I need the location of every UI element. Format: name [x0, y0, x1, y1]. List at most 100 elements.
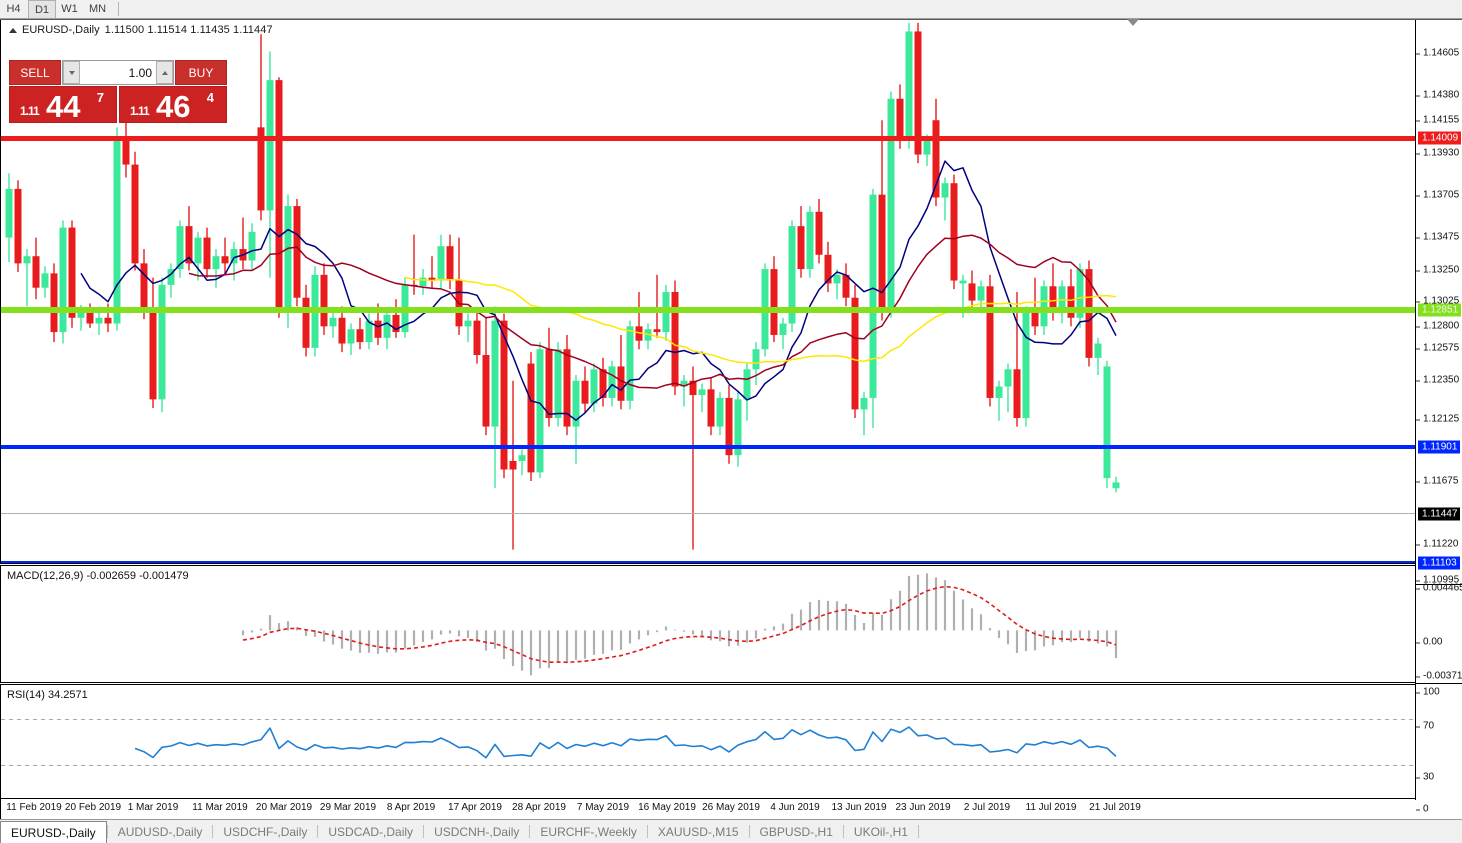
buy-price-button[interactable]: 1.11 46 4	[119, 86, 227, 123]
tab-divider	[423, 825, 425, 838]
date-axis-tick: 16 May 2019	[638, 802, 696, 813]
price-axis-badge-blue[interactable]: 1.11103	[1418, 556, 1460, 570]
buy-price-fraction: 4	[206, 90, 214, 105]
symbol-tab-usdcad--daily[interactable]: USDCAD-,Daily	[328, 824, 414, 839]
date-axis[interactable]: 11 Feb 2019 20 Feb 2019 1 Mar 2019 11 Mar 2…	[0, 799, 1415, 819]
date-axis-tick: 11 Mar 2019	[192, 802, 248, 813]
date-axis-tick: 1 Mar 2019	[127, 802, 179, 813]
volume-input[interactable]: 1.00	[80, 61, 156, 84]
date-axis-tick: 28 Apr 2019	[512, 802, 566, 813]
price-axis-tick: 1.11220	[1416, 539, 1458, 550]
buy-price-main: 46	[156, 89, 191, 123]
price-axis[interactable]: 1.14605 1.14380 1.14155 1.13930 1.13705 1.134…	[1415, 20, 1462, 815]
level-line-pivot-green[interactable]	[1, 307, 1415, 313]
volume-increment-button[interactable]	[156, 61, 173, 84]
date-axis-tick: 11 Feb 2019	[6, 802, 62, 813]
date-axis-tick: 4 Jun 2019	[770, 802, 820, 813]
timeframe-h4[interactable]: H4	[0, 0, 28, 18]
sell-price-button[interactable]: 1.11 44 7	[9, 86, 117, 123]
indicator-axis-tick: 30	[1416, 772, 1434, 783]
one-click-trading-panel[interactable]: SELL 1.00 BUY 1.11 44	[9, 60, 227, 123]
tab-divider	[317, 825, 319, 838]
chart-frame: EURUSD-,Daily 1.11500 1.11514 1.11435 1.…	[0, 19, 1462, 819]
timeframe-d1[interactable]: D1	[28, 0, 56, 18]
indicator-axis-tick: 70	[1416, 721, 1434, 732]
date-axis-tick: 11 Jul 2019	[1025, 802, 1077, 813]
price-axis-tick: 1.13930	[1416, 148, 1459, 159]
tab-divider	[748, 825, 750, 838]
indicator-axis-tick: 0.004465	[1416, 583, 1462, 594]
price-axis-tick: 1.12800	[1416, 321, 1459, 332]
sell-price-main: 44	[46, 89, 81, 123]
symbol-tab-audusd--daily[interactable]: AUDUSD-,Daily	[117, 824, 203, 839]
price-axis-tick: 1.13475	[1416, 232, 1459, 243]
date-axis-tick: 8 Apr 2019	[386, 802, 436, 813]
price-axis-badge-black[interactable]: 1.11447	[1418, 507, 1461, 521]
timeframe-toolbar: H4 D1 W1 MN	[0, 0, 1462, 19]
chevron-down-icon	[68, 70, 75, 75]
price-chart-pane[interactable]: EURUSD-,Daily 1.11500 1.11514 1.11435 1.…	[0, 20, 1415, 564]
axis-divider	[1416, 683, 1462, 684]
sell-price-prefix: 1.11	[20, 104, 40, 118]
price-axis-badge-green[interactable]: 1.12851	[1418, 303, 1462, 317]
rsi-series	[1, 719, 1415, 766]
price-axis-badge-red[interactable]: 1.14009	[1418, 131, 1462, 145]
price-axis-tick: 1.12350	[1416, 375, 1459, 386]
symbol-tab-bar: EURUSD-,Daily AUDUSD-,Daily USDCHF-,Daily U…	[0, 819, 1462, 843]
symbol-tab-usdchf--daily[interactable]: USDCHF-,Daily	[223, 824, 308, 839]
sell-price-fraction: 7	[96, 90, 104, 105]
price-axis-tick: 1.13025	[1416, 296, 1459, 307]
symbol-tab-ukoil--h1[interactable]: UKOil-,H1	[853, 824, 908, 839]
price-axis-badge-blue[interactable]: 1.11901	[1418, 440, 1461, 454]
tab-divider	[212, 825, 214, 838]
chart-scroll-marker-icon[interactable]	[1127, 19, 1139, 26]
macd-indicator-pane[interactable]: MACD(12,26,9) -0.002659 -0.001479	[0, 565, 1415, 683]
ohlc-values: 1.11500 1.11514 1.11435 1.11447	[104, 24, 273, 36]
axis-divider	[1416, 584, 1462, 585]
rsi-indicator-pane[interactable]: RSI(14) 34.2571	[0, 684, 1415, 799]
symbol-tab-usdcnh--daily[interactable]: USDCNH-,Daily	[434, 824, 520, 839]
macd-label: MACD(12,26,9) -0.002659 -0.001479	[7, 570, 189, 582]
indicator-axis-tick: 0	[1416, 804, 1429, 815]
date-axis-tick: 23 Jun 2019	[895, 802, 951, 813]
price-axis-tick: 1.13705	[1416, 190, 1459, 201]
collapse-triangle-icon[interactable]	[9, 27, 17, 33]
symbol-tab-eurchf--weekly[interactable]: EURCHF-,Weekly	[540, 824, 637, 839]
tab-divider	[106, 825, 108, 838]
price-axis-tick: 1.14380	[1416, 90, 1459, 101]
timeframe-mn[interactable]: MN	[84, 0, 112, 18]
date-axis-tick: 20 Mar 2019	[255, 802, 313, 813]
date-axis-tick: 17 Apr 2019	[448, 802, 502, 813]
sell-button[interactable]: SELL	[9, 60, 61, 85]
buy-price-prefix: 1.11	[130, 104, 150, 118]
volume-stepper[interactable]: 1.00	[62, 60, 174, 85]
macd-series	[241, 573, 1118, 676]
symbol-tab-eurusd--daily[interactable]: EURUSD-,Daily	[0, 821, 107, 843]
date-axis-tick: 13 Jun 2019	[831, 802, 887, 813]
chevron-up-icon	[161, 70, 168, 75]
symbol-tab-xauusd--m15[interactable]: XAUUSD-,M15	[657, 824, 739, 839]
date-axis-tick: 26 May 2019	[702, 802, 760, 813]
toolbar-divider	[118, 2, 119, 16]
buy-button[interactable]: BUY	[175, 60, 227, 85]
timeframe-w1[interactable]: W1	[56, 0, 84, 18]
tab-divider	[646, 825, 648, 838]
price-axis-tick: 1.12575	[1416, 343, 1459, 354]
current-price-line	[1, 513, 1415, 514]
date-axis-tick: 7 May 2019	[576, 802, 630, 813]
indicator-axis-tick: 0.00	[1416, 637, 1442, 648]
chart-symbol-label: EURUSD-,Daily	[22, 24, 100, 36]
level-line-resistance-red[interactable]	[1, 136, 1415, 141]
indicator-axis-tick: 100	[1416, 687, 1440, 698]
level-line-support-blue-2[interactable]	[1, 561, 1415, 563]
level-line-support-blue-1[interactable]	[1, 445, 1415, 449]
volume-decrement-button[interactable]	[63, 61, 80, 84]
symbol-tab-gbpusd--h1[interactable]: GBPUSD-,H1	[759, 824, 833, 839]
oct-price-row: 1.11 44 7 1.11 46 4	[9, 86, 227, 123]
price-axis-tick: 1.12125	[1416, 414, 1459, 425]
date-axis-tick: 21 Jul 2019	[1089, 802, 1141, 813]
date-axis-tick: 29 Mar 2019	[319, 802, 377, 813]
oct-header-row: SELL 1.00 BUY	[9, 60, 227, 85]
candlestick-series	[5, 22, 1120, 550]
